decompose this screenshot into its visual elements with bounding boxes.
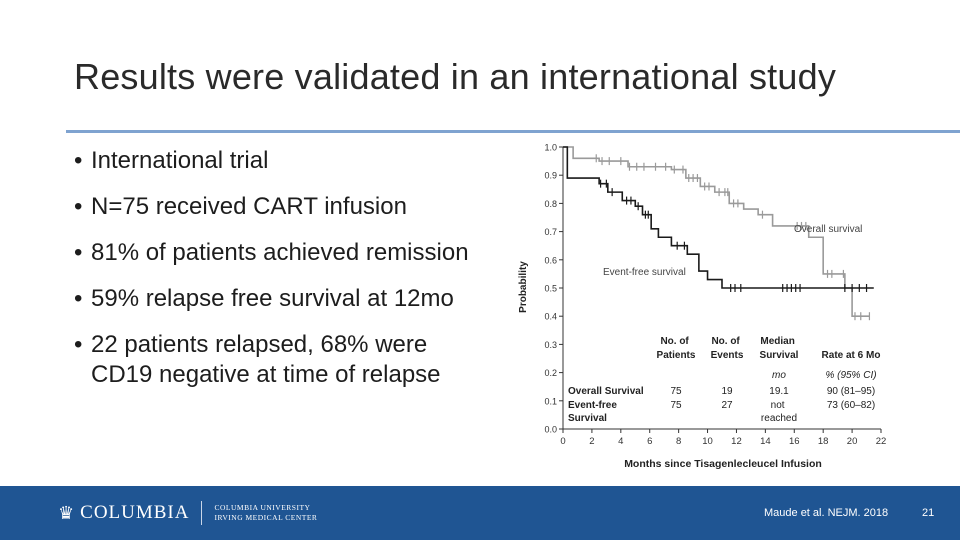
overall-survival-label: Overall survival (794, 224, 862, 235)
x-tick-label: 14 (760, 436, 771, 447)
header-rate: Rate at 6 Mo (822, 350, 881, 361)
row-label-eventfree-2: Survival (568, 413, 607, 424)
header-median-2: Survival (760, 350, 799, 361)
cell-median-eventfree: not reached (761, 400, 797, 424)
bullet-item: 59% relapse free survival at 12mo (74, 284, 494, 314)
x-axis-label: Months since Tisagenlecleucel Infusion (624, 458, 822, 470)
event-free-survival-label: Event-free survival (603, 267, 686, 278)
bullet-item: N=75 received CART infusion (74, 192, 494, 222)
subheader-ci: % (95% CI) (825, 370, 876, 381)
logo-subtitle: Columbia University Irving Medical Cente… (214, 503, 317, 523)
x-tick-label: 16 (789, 436, 800, 447)
y-tick-label: 1.0 (544, 143, 557, 153)
bullet-item: 81% of patients achieved remission (74, 238, 494, 268)
row-label-eventfree-1: Event-free (568, 400, 617, 411)
survival-chart: 0.0 0.1 0.2 0.3 0.4 0.5 0.6 0.7 0.8 0.9 1.0 0 2 4 6 8 10… (518, 143, 887, 471)
logo-sub-line2: Irving Medical Center (214, 513, 318, 522)
cell: 75 (670, 386, 682, 397)
y-tick-label: 0.2 (544, 368, 557, 378)
header-events-2: Events (711, 350, 744, 361)
cell: 19 (721, 386, 733, 397)
x-tick-label: 18 (818, 436, 829, 447)
header-median-1: Median (760, 336, 794, 347)
table-header: No. of Patients (657, 336, 696, 361)
footer-bar: ♛ COLUMBIA Columbia University Irving Me… (0, 486, 960, 540)
crown-icon: ♛ (58, 502, 75, 524)
bullet-item: International trial (74, 146, 494, 176)
logo-brand: COLUMBIA (80, 502, 190, 523)
table-header: No. of Events (711, 336, 744, 361)
x-tick-label: 0 (560, 436, 565, 447)
y-tick-label: 0.9 (544, 171, 557, 181)
logo-divider (201, 501, 203, 525)
x-tick-label: 12 (731, 436, 742, 447)
header-patients-1: No. of (660, 336, 689, 347)
title-divider (66, 130, 960, 133)
logo-sub-line1: Columbia University (214, 503, 311, 512)
x-tick-label: 4 (618, 436, 623, 447)
y-axis-label: Probability (518, 261, 529, 313)
median-not: not (771, 400, 785, 411)
y-tick-label: 0.1 (544, 396, 557, 406)
cell: 27 (721, 400, 733, 411)
cell: 90 (81–95) (827, 386, 875, 397)
y-tick-label: 0.5 (544, 284, 557, 294)
header-events-1: No. of (711, 336, 740, 347)
y-tick-label: 0.6 (544, 255, 557, 265)
bullet-item: 22 patients relapsed, 68% were CD19 nega… (74, 330, 494, 390)
x-tick-label: 6 (647, 436, 652, 447)
cell: 75 (670, 400, 682, 411)
header-patients-2: Patients (657, 350, 696, 361)
median-reached: reached (761, 413, 797, 424)
slide-title: Results were validated in an internation… (74, 56, 837, 97)
x-tick-label: 22 (876, 436, 887, 447)
x-tick-label: 10 (702, 436, 713, 447)
summary-table: No. of Patients No. of Events Median Sur… (568, 336, 880, 424)
citation: Maude et al. NEJM. 2018 (764, 507, 889, 519)
y-tick-label: 0.0 (544, 425, 557, 435)
x-tick-label: 8 (676, 436, 681, 447)
bullet-list: International trial N=75 received CART i… (74, 146, 494, 406)
y-tick-label: 0.8 (544, 199, 557, 209)
y-tick-label: 0.7 (544, 227, 557, 237)
x-tick-label: 2 (589, 436, 594, 447)
row-label-overall: Overall Survival (568, 386, 644, 397)
cell: 73 (60–82) (827, 400, 875, 411)
page-number: 21 (922, 507, 935, 519)
overall-survival-line (563, 146, 870, 317)
x-tick-label: 20 (847, 436, 858, 447)
y-tick-label: 0.3 (544, 340, 557, 350)
columbia-logo: ♛ COLUMBIA Columbia University Irving Me… (58, 500, 317, 526)
event-free-survival-line (563, 146, 874, 289)
table-header: Median Survival (760, 336, 799, 361)
y-tick-label: 0.4 (544, 312, 557, 322)
row-label-eventfree: Event-free Survival (568, 400, 620, 424)
subheader-mo: mo (772, 370, 786, 381)
cell: 19.1 (769, 386, 789, 397)
